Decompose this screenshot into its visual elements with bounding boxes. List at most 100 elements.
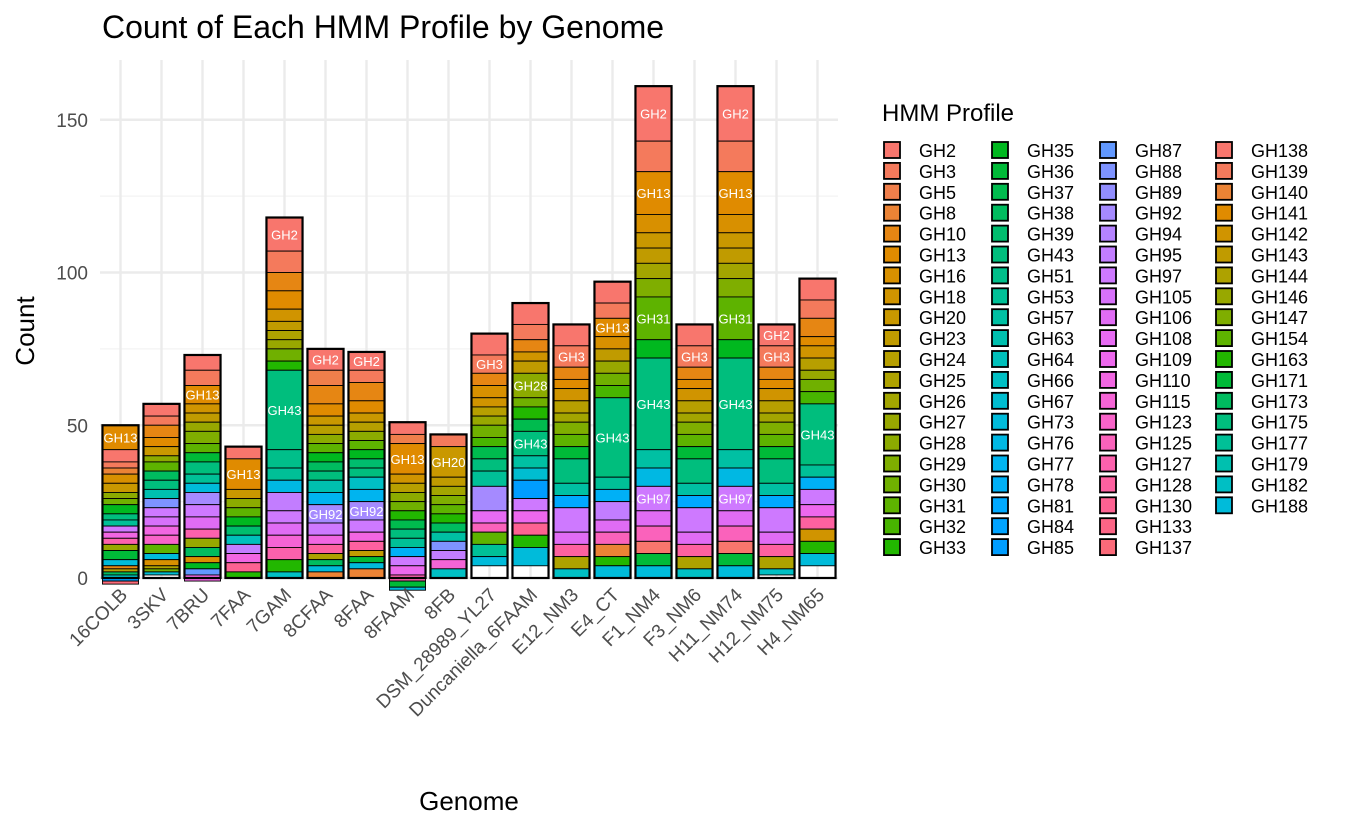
bar-segment-GH26 [758,412,795,423]
legend-label: GH8 [919,204,956,224]
bar-segment-GH63 [143,488,180,500]
bar-segment-GH2 [143,403,180,417]
bar-segment-GH8 [348,568,385,579]
legend-label: GH51 [1027,266,1074,286]
x-tick-label: 7BRU [163,585,214,636]
bar-segment-GH43 [307,470,344,481]
legend-label: GH147 [1251,308,1308,328]
legend-label: GH31 [919,496,966,516]
legend-label: GH77 [1027,455,1074,475]
legend: HMM Profile GH2GH3GH5GH8GH10GH13GH16GH18… [882,100,1308,558]
legend-item-GH108: GH108 [1099,329,1192,349]
bar-segment-GH138 [635,540,672,555]
bar-segment-GH23 [512,360,549,374]
bar-segment-GH182 [553,568,590,579]
bar-segment-GH130 [512,522,549,536]
legend-label: GH105 [1135,287,1192,307]
bar-segment-GH32 [799,391,836,405]
legend-swatch [991,182,1009,201]
legend-swatch [991,329,1009,348]
bar-segment-GH20 [717,232,754,249]
legend-label: GH76 [1027,434,1074,454]
legend-swatch [883,224,901,243]
bar-segment-GH28 [225,498,262,509]
bar-outline [675,323,714,580]
bar-segment-label: GH3 [558,350,585,365]
bar-segment-GH2 [184,354,221,371]
bar-segment-GH24 [758,400,795,414]
bar-segment-GH76 [635,467,672,487]
bar-segment-GH81 [676,495,713,509]
legend-item-GH163: GH163 [1215,350,1308,370]
bar-segment-GH97 [799,488,836,506]
bar-segment-GH29 [553,421,590,435]
bar-segment-label: GH13 [104,430,138,445]
bar-segment-GH43 [143,479,180,490]
bar-segment-GH31 [225,507,262,518]
legend-label: GH137 [1135,538,1192,558]
bar-segment-GH16 [184,556,221,564]
bar-segment-GH29 [430,495,467,506]
bar-segment-GH35 [184,562,221,570]
legend-item-GH63: GH63 [991,329,1074,349]
legend-item-GH84: GH84 [991,517,1074,537]
bar-segment-GH43 [758,458,795,484]
bar-segment-GH110 [348,531,385,542]
bar-segment-GH144 [676,556,713,570]
legend-label: GH64 [1027,350,1074,370]
bar-segment-GH36 [758,446,795,460]
bar-segment-GH188 [389,586,426,591]
legend-label: GH146 [1251,287,1308,307]
bar-segment-GH18 [799,345,836,359]
legend-item-GH105: GH105 [1099,287,1192,307]
legend-swatch [1099,203,1117,222]
legend-item-GH133: GH133 [1099,517,1192,537]
bar-segment-label: GH13 [186,388,220,403]
bar-segment-GH76 [717,467,754,487]
bar-segment-GH77 [307,492,344,506]
bar-segment-GH31 [758,433,795,448]
bar-segment-GH13 [307,403,344,417]
legend-item-GH32: GH32 [883,517,966,537]
bar-segment-label: GH13 [719,186,753,201]
bar-segment-GH31 [676,433,713,448]
legend-item-GH146: GH146 [1215,287,1308,307]
legend-item-GH51: GH51 [991,266,1074,286]
legend-item-GH85: GH85 [991,538,1074,558]
legend-item-GH141: GH141 [1215,204,1308,224]
bar-segment-GH115 [266,534,303,548]
bar-segment-GH23 [266,320,303,331]
bar-segment-GH43 [799,403,836,466]
legend-swatch [991,203,1009,222]
legend-label: GH173 [1251,392,1308,412]
bar-segment-GH87 [184,568,221,576]
legend-item-GH139: GH139 [1215,162,1308,182]
bar-segment-GH26 [553,412,590,423]
bar-segment-GH154 [471,531,508,545]
bar-segment-GH144 [758,556,795,570]
bar-segment-GH24 [102,568,139,573]
bar-segment-GH108 [471,510,508,524]
bar-segment-GH53 [266,467,303,481]
bar-segment-GH125 [594,531,631,545]
legend-swatch [991,308,1009,327]
bar-segment-GH97 [676,507,713,533]
legend-item-GH130: GH130 [1099,496,1192,516]
bar-H11_NM74: GH2 GH13 GH31 GH43 GH97 [716,85,755,580]
legend-item-GH8: GH8 [883,204,956,224]
bar-segment-GH27 [266,339,303,350]
bar-segment-GH26 [676,412,713,423]
bar-segment-GH30 [389,501,426,512]
legend-swatch [1099,517,1117,536]
legend-swatch [991,245,1009,264]
legend-item-GH127: GH127 [1099,455,1192,475]
bar-segment-GH3 [266,250,303,273]
legend-swatch [883,370,901,389]
bar-segment-GH3 [184,369,221,386]
bar-outline [347,350,386,580]
legend-swatch [883,182,901,201]
legend-item-GH57: GH57 [991,308,1074,328]
